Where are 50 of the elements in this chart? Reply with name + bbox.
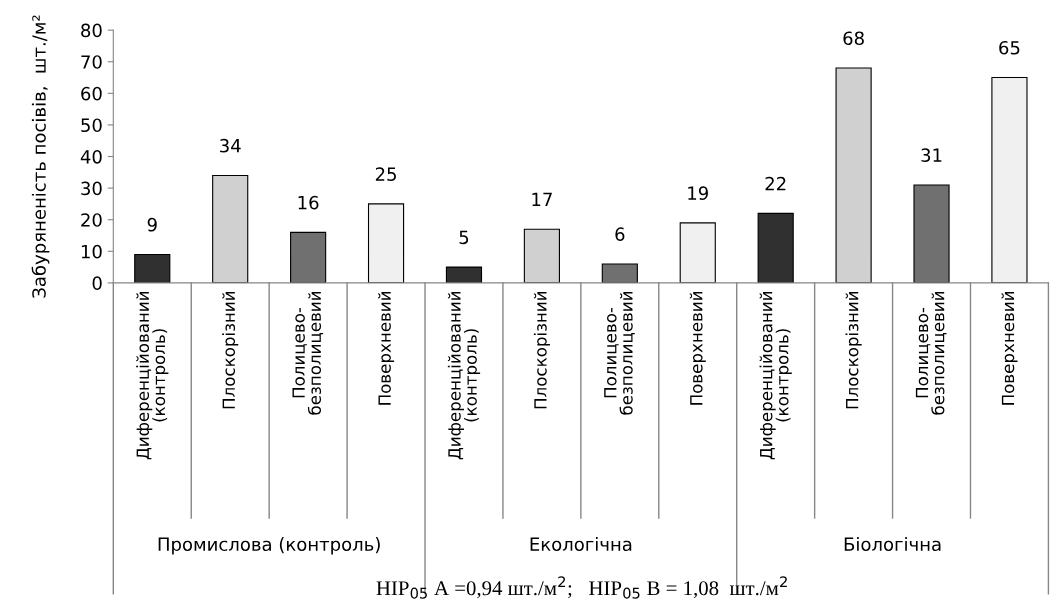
x-tick-label: Поверхневий: [378, 292, 395, 405]
bar: [445, 266, 483, 283]
data-label: 34: [220, 138, 241, 153]
bar: [913, 184, 950, 283]
x-tick-label: Плоскорізний: [222, 292, 239, 409]
x-tick-label: Диференційований (контроль): [759, 292, 792, 460]
x-tick-label: Полицево- безполицевий: [292, 292, 324, 415]
bar: [835, 67, 872, 283]
data-label: 65: [999, 40, 1020, 55]
bar: [523, 228, 560, 283]
bar: [679, 222, 716, 283]
data-label: 9: [147, 217, 157, 232]
data-label: 6: [615, 227, 625, 241]
text: Біологічна: [844, 537, 941, 552]
data-label: 5: [459, 230, 469, 245]
y-tick-label: 60: [81, 86, 102, 101]
y-tick-label: 10: [81, 244, 102, 259]
bar: [601, 263, 638, 283]
x-tick-label: Полицево- безполицевий: [915, 292, 947, 415]
x-tick-label: Плоскорізний: [533, 292, 550, 409]
y-tick-label: 30: [81, 181, 102, 196]
bar: [212, 174, 249, 283]
x-tick-label: Полицево- безполицевий: [604, 292, 635, 415]
bar: [757, 212, 794, 283]
y-tick-label: 50: [81, 118, 102, 133]
data-label: 16: [298, 195, 319, 210]
bar: [134, 253, 171, 283]
x-tick-label: Диференційований (контроль): [136, 292, 169, 460]
bar: [290, 231, 327, 283]
data-label: 19: [688, 186, 708, 200]
x-tick-label: Диференційований (контроль): [447, 292, 481, 460]
x-tick-label: Поверхневий: [689, 292, 706, 405]
y-tick-label: 20: [81, 213, 102, 227]
data-label: 17: [532, 192, 552, 206]
data-label: 22: [765, 176, 786, 191]
data-label: 25: [375, 167, 396, 181]
y-axis-title: Забуряненість посівів, шт./м²: [31, 15, 50, 298]
bar: [367, 203, 405, 283]
x-tick-label: Плоскорізний: [845, 292, 862, 409]
text: Екологічна: [530, 537, 632, 552]
text: НІР$_{05}$ А =0,94 шт./м$^{2}$; НІР$_{05}$ В = 1,08 шт./м$^{2}$: [376, 576, 787, 599]
y-tick-label: 40: [80, 149, 102, 164]
bar: [991, 76, 1028, 283]
x-tick-label: Поверхневий: [1001, 292, 1018, 405]
text: Промислова (контроль): [158, 537, 380, 555]
y-tick-label: 0: [92, 276, 102, 291]
y-tick-label: 80: [81, 23, 102, 38]
data-label: 68: [843, 31, 864, 46]
y-tick-label: 70: [81, 55, 102, 69]
data-label: 31: [921, 148, 942, 163]
